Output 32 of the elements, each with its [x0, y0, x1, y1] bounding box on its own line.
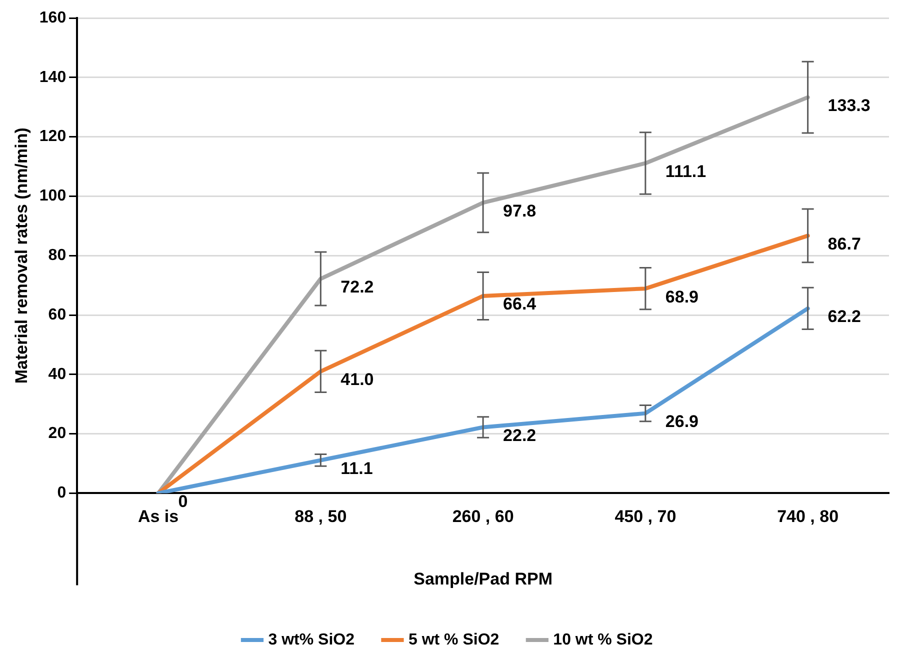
x-tick-label: 260 , 60 [452, 507, 514, 526]
legend-label: 5 wt % SiO2 [408, 631, 500, 648]
x-tick-label: As is [138, 507, 179, 526]
y-tick-label: 120 [39, 128, 66, 146]
data-label: 86.7 [828, 234, 861, 254]
y-tick-label: 140 [39, 68, 66, 86]
data-label: 41.0 [340, 370, 374, 390]
x-axis-title: Sample/Pad RPM [414, 569, 552, 588]
data-label: 11.1 [340, 458, 373, 478]
y-tick-label: 100 [39, 188, 66, 205]
data-label: 66.4 [503, 294, 537, 314]
data-label: 0 [178, 492, 188, 511]
x-tick-label: 740 , 80 [777, 507, 839, 526]
x-tick-label: 450 , 70 [614, 507, 676, 526]
data-label: 72.2 [340, 277, 374, 296]
data-label: 62.2 [828, 307, 861, 326]
y-tick-label: 60 [48, 306, 66, 324]
y-tick-label: 0 [57, 484, 66, 502]
legend-label: 3 wt% SiO2 [268, 631, 355, 648]
data-label: 22.2 [503, 426, 536, 445]
y-tick-label: 20 [48, 425, 66, 442]
legend-label: 10 wt % SiO2 [553, 631, 653, 648]
y-axis-title: Material removal rates (nm/min) [12, 128, 31, 384]
x-tick-label: 88 , 50 [294, 507, 347, 526]
y-tick-label: 80 [48, 247, 66, 264]
y-tick-label: 40 [48, 366, 66, 383]
data-label: 133.3 [828, 96, 870, 115]
y-tick-label: 160 [39, 9, 66, 26]
data-label: 97.8 [503, 201, 536, 220]
data-label: 26.9 [665, 412, 699, 431]
data-label: 68.9 [665, 287, 699, 306]
data-label: 111.1 [665, 162, 706, 181]
